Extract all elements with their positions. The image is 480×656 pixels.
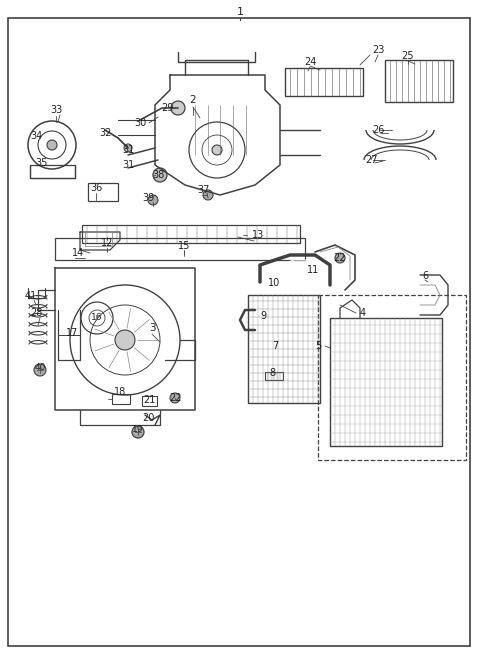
Text: 2: 2 bbox=[190, 95, 196, 105]
Bar bbox=[385, 60, 453, 102]
Circle shape bbox=[148, 195, 158, 205]
Bar bbox=[265, 372, 283, 380]
Bar bbox=[82, 225, 300, 243]
Text: 29: 29 bbox=[161, 103, 173, 113]
Text: 24: 24 bbox=[304, 57, 316, 67]
Circle shape bbox=[47, 140, 57, 150]
Bar bbox=[318, 295, 466, 460]
Text: 21: 21 bbox=[143, 395, 155, 405]
Circle shape bbox=[115, 330, 135, 350]
Text: 23: 23 bbox=[372, 45, 384, 55]
Text: 18: 18 bbox=[114, 387, 126, 397]
Text: 11: 11 bbox=[307, 265, 319, 275]
Text: 31: 31 bbox=[122, 160, 134, 170]
Text: 15: 15 bbox=[178, 241, 190, 251]
Text: 4: 4 bbox=[360, 308, 366, 318]
Text: 35: 35 bbox=[36, 158, 48, 168]
Text: 37: 37 bbox=[197, 185, 209, 195]
Text: 30: 30 bbox=[134, 118, 146, 128]
Bar bbox=[55, 238, 305, 260]
Text: 32: 32 bbox=[99, 128, 111, 138]
Bar bbox=[112, 394, 130, 404]
Bar bbox=[30, 165, 75, 178]
Text: 16: 16 bbox=[91, 314, 103, 323]
Text: 25: 25 bbox=[402, 51, 414, 61]
Circle shape bbox=[335, 253, 345, 263]
Text: 12: 12 bbox=[101, 238, 113, 248]
Text: 40: 40 bbox=[34, 363, 46, 373]
Text: 5: 5 bbox=[315, 341, 321, 351]
Text: 34: 34 bbox=[30, 131, 42, 141]
Text: 13: 13 bbox=[252, 230, 264, 240]
Bar bbox=[142, 396, 157, 406]
Text: 39: 39 bbox=[142, 193, 154, 203]
Bar bbox=[88, 183, 118, 201]
Text: 31: 31 bbox=[122, 145, 134, 155]
Text: 41: 41 bbox=[25, 291, 37, 301]
Text: 19: 19 bbox=[132, 426, 144, 434]
Circle shape bbox=[34, 364, 46, 376]
Text: 17: 17 bbox=[66, 328, 78, 338]
Text: 33: 33 bbox=[50, 105, 62, 115]
Text: 28: 28 bbox=[30, 308, 42, 318]
Text: 20: 20 bbox=[142, 413, 154, 423]
Text: 7: 7 bbox=[272, 341, 278, 351]
Circle shape bbox=[153, 168, 167, 182]
Bar bbox=[330, 318, 442, 446]
Text: 26: 26 bbox=[372, 125, 384, 135]
Text: 38: 38 bbox=[152, 170, 164, 180]
Bar bbox=[285, 68, 363, 96]
Text: 10: 10 bbox=[268, 278, 280, 288]
Text: 6: 6 bbox=[422, 271, 428, 281]
Text: 22: 22 bbox=[169, 393, 181, 403]
Circle shape bbox=[171, 101, 185, 115]
Text: 22: 22 bbox=[334, 253, 346, 263]
Circle shape bbox=[212, 145, 222, 155]
Circle shape bbox=[203, 190, 213, 200]
Text: 9: 9 bbox=[260, 311, 266, 321]
Circle shape bbox=[132, 426, 144, 438]
Text: 36: 36 bbox=[90, 183, 102, 193]
Text: 3: 3 bbox=[149, 323, 156, 333]
Text: 27: 27 bbox=[366, 155, 378, 165]
Circle shape bbox=[124, 144, 132, 152]
Circle shape bbox=[170, 393, 180, 403]
Text: 1: 1 bbox=[237, 7, 243, 17]
Text: 14: 14 bbox=[72, 248, 84, 258]
Text: 8: 8 bbox=[269, 368, 275, 378]
Bar bbox=[248, 295, 320, 403]
